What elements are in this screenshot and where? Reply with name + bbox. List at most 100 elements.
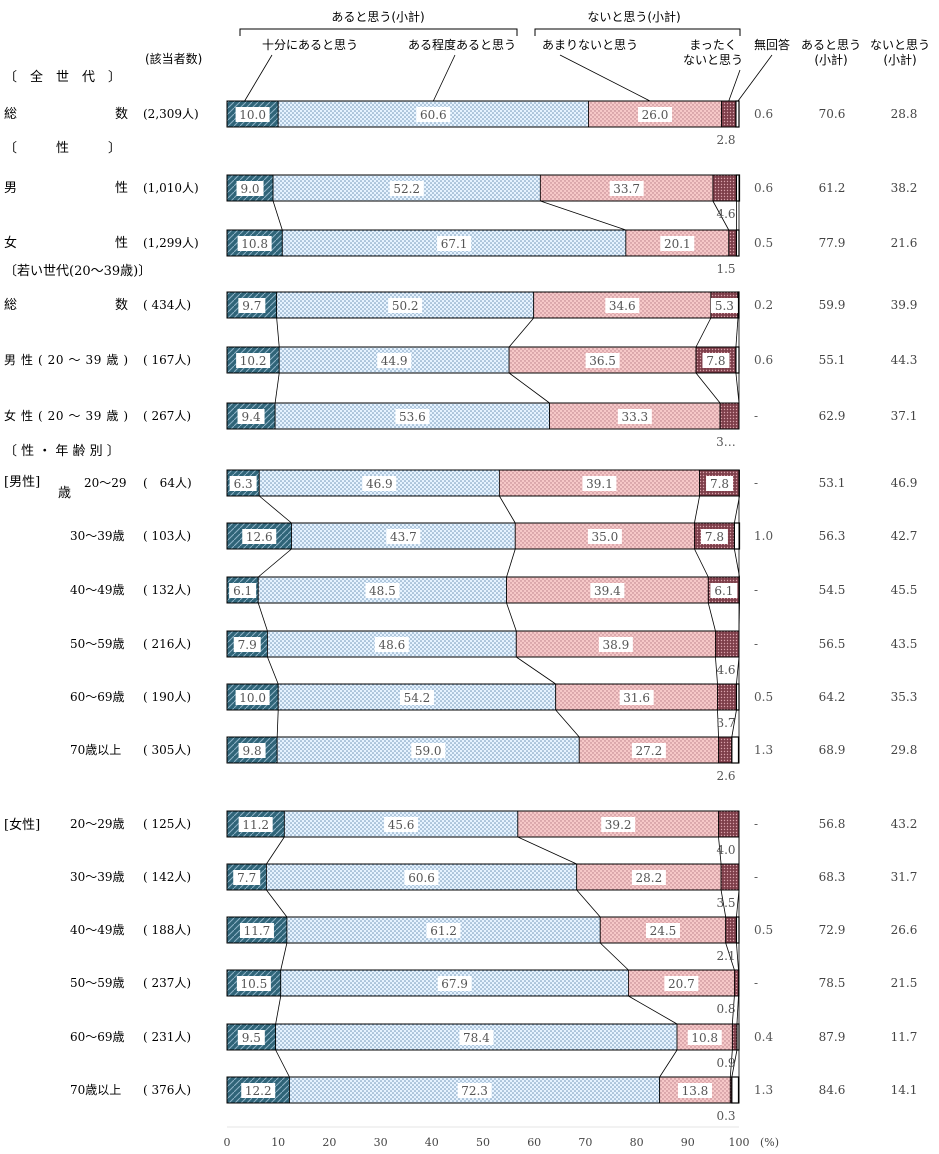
- connector-line: [736, 889, 740, 918]
- subtotal-yes: 59.9: [819, 298, 846, 312]
- connector-line: [731, 995, 735, 1025]
- value-label-bg: [388, 298, 423, 313]
- bar-segment-s4: [720, 863, 740, 891]
- value-label-bg: [426, 923, 461, 938]
- bar-segment-s4: [719, 402, 740, 430]
- value-label-s2: 60.6: [408, 871, 435, 885]
- subtotal-no: 26.6: [891, 923, 918, 937]
- subtotal-yes: 84.6: [819, 1083, 846, 1097]
- bar-outline: [226, 174, 740, 202]
- connector-line: [718, 836, 722, 865]
- subtotal-yes: 56.3: [819, 529, 846, 543]
- connector-line: [508, 372, 550, 404]
- respondent-count: (1,010人): [143, 181, 199, 195]
- connector-line: [628, 995, 678, 1025]
- value-label-bg: [235, 107, 270, 122]
- value-label-s4: 6.1: [714, 584, 733, 598]
- x-tick-label: 50: [476, 1136, 490, 1149]
- value-label-s5: -: [754, 409, 758, 423]
- value-label-s2: 60.6: [420, 108, 447, 122]
- value-label-s3: 36.5: [589, 354, 616, 368]
- value-label-bg: [631, 743, 666, 758]
- bar-segment-s4: [731, 1023, 738, 1051]
- subtotal-yes: 53.1: [819, 476, 846, 490]
- connector-line: [735, 317, 739, 348]
- respondent-count: ( 190人): [143, 690, 191, 704]
- legend-label-s1: 十分にあると思う: [262, 38, 358, 52]
- value-label-s1: 10.8: [241, 237, 268, 251]
- value-label-s5: 0.4: [754, 1030, 773, 1044]
- value-label-s1: 12.6: [246, 530, 273, 544]
- col-header-no-sub: (小計): [883, 52, 916, 67]
- value-label-s4: 2.1: [716, 949, 735, 963]
- value-label-s1: 6.3: [234, 477, 253, 491]
- col-header-yes-sub: (小計): [814, 52, 847, 67]
- value-label-s5: -: [754, 976, 758, 990]
- bar-segment-s4: [728, 229, 737, 257]
- connector-line: [266, 836, 285, 865]
- value-label-bg: [631, 870, 666, 885]
- bar-segment-s4: [725, 916, 737, 944]
- value-label-s1: 11.2: [242, 818, 269, 832]
- value-label-bg: [411, 743, 446, 758]
- value-label-s2: 46.9: [366, 477, 393, 491]
- legend-leader-5: [737, 54, 773, 102]
- value-label-s2: 67.9: [441, 977, 468, 991]
- respondent-count: ( 237人): [143, 976, 191, 990]
- value-label-s1: 12.2: [245, 1084, 272, 1098]
- value-label-s3: 34.6: [609, 299, 636, 313]
- value-label-bg: [386, 529, 421, 544]
- col-header-yes: あると思う: [801, 38, 861, 52]
- x-tick-label: 90: [681, 1136, 695, 1149]
- value-label-s2: 61.2: [430, 924, 457, 938]
- subtotal-no: 11.7: [891, 1030, 918, 1044]
- subtotal-no: 29.8: [891, 743, 918, 757]
- value-label-s4: 4.6: [716, 207, 735, 221]
- respondent-count: ( 103人): [143, 529, 191, 543]
- connector-line: [506, 602, 517, 632]
- value-label-s5: 0.6: [754, 107, 773, 121]
- value-label-s2: 72.3: [461, 1084, 488, 1098]
- value-label-s5: 1.3: [754, 1083, 773, 1097]
- row-label: 60～69歳: [70, 690, 125, 704]
- bar-segment-s4: [717, 683, 737, 711]
- respondents-header: (該当者数): [145, 51, 202, 66]
- value-label-s3: 39.4: [594, 584, 621, 598]
- value-label-s1: 10.2: [240, 354, 267, 368]
- value-label-s4: 0.3: [716, 1109, 735, 1123]
- value-label-s4: 2.6: [716, 769, 735, 783]
- respondent-count: ( 167人): [143, 353, 191, 367]
- respondent-count: ( 305人): [143, 743, 191, 757]
- subtotal-no: 14.1: [891, 1083, 918, 1097]
- value-label-s2: 48.5: [369, 584, 396, 598]
- value-label-s3: 20.1: [664, 237, 691, 251]
- connector-line: [257, 548, 292, 578]
- value-label-bg: [601, 817, 636, 832]
- subtotal-no: 42.7: [891, 529, 918, 543]
- subtotal-yes: 54.5: [819, 583, 846, 597]
- respondent-count: (2,309人): [143, 107, 199, 121]
- value-label-s2: 59.0: [415, 744, 442, 758]
- connector-line: [717, 709, 719, 738]
- value-label-bg: [687, 1030, 722, 1045]
- subtotal-yes: 87.9: [819, 1030, 846, 1044]
- value-label-s2: 53.6: [399, 410, 426, 424]
- value-label-s5: 0.2: [754, 298, 773, 312]
- section-all: 〔 全 世 代 〕: [4, 69, 121, 85]
- value-label-bg: [702, 353, 730, 368]
- value-label-s4: 7.8: [705, 530, 724, 544]
- legend-label-s5: 無回答: [754, 37, 790, 52]
- connector-line: [729, 1049, 733, 1078]
- value-label-bg: [237, 409, 265, 424]
- value-label-s5: -: [754, 817, 758, 831]
- x-tick-label: 80: [630, 1136, 644, 1149]
- connector-line: [736, 995, 739, 1025]
- connector-line: [694, 548, 709, 578]
- bar-outline: [226, 863, 740, 891]
- respondent-count: ( 142人): [143, 870, 191, 884]
- section-age: 〔 性 ・ 年 齢 別 〕: [4, 444, 120, 459]
- value-label-bg: [706, 476, 734, 491]
- subtotal-no: 39.9: [891, 298, 918, 312]
- bar-outline: [226, 402, 740, 430]
- value-label-bg: [229, 476, 257, 491]
